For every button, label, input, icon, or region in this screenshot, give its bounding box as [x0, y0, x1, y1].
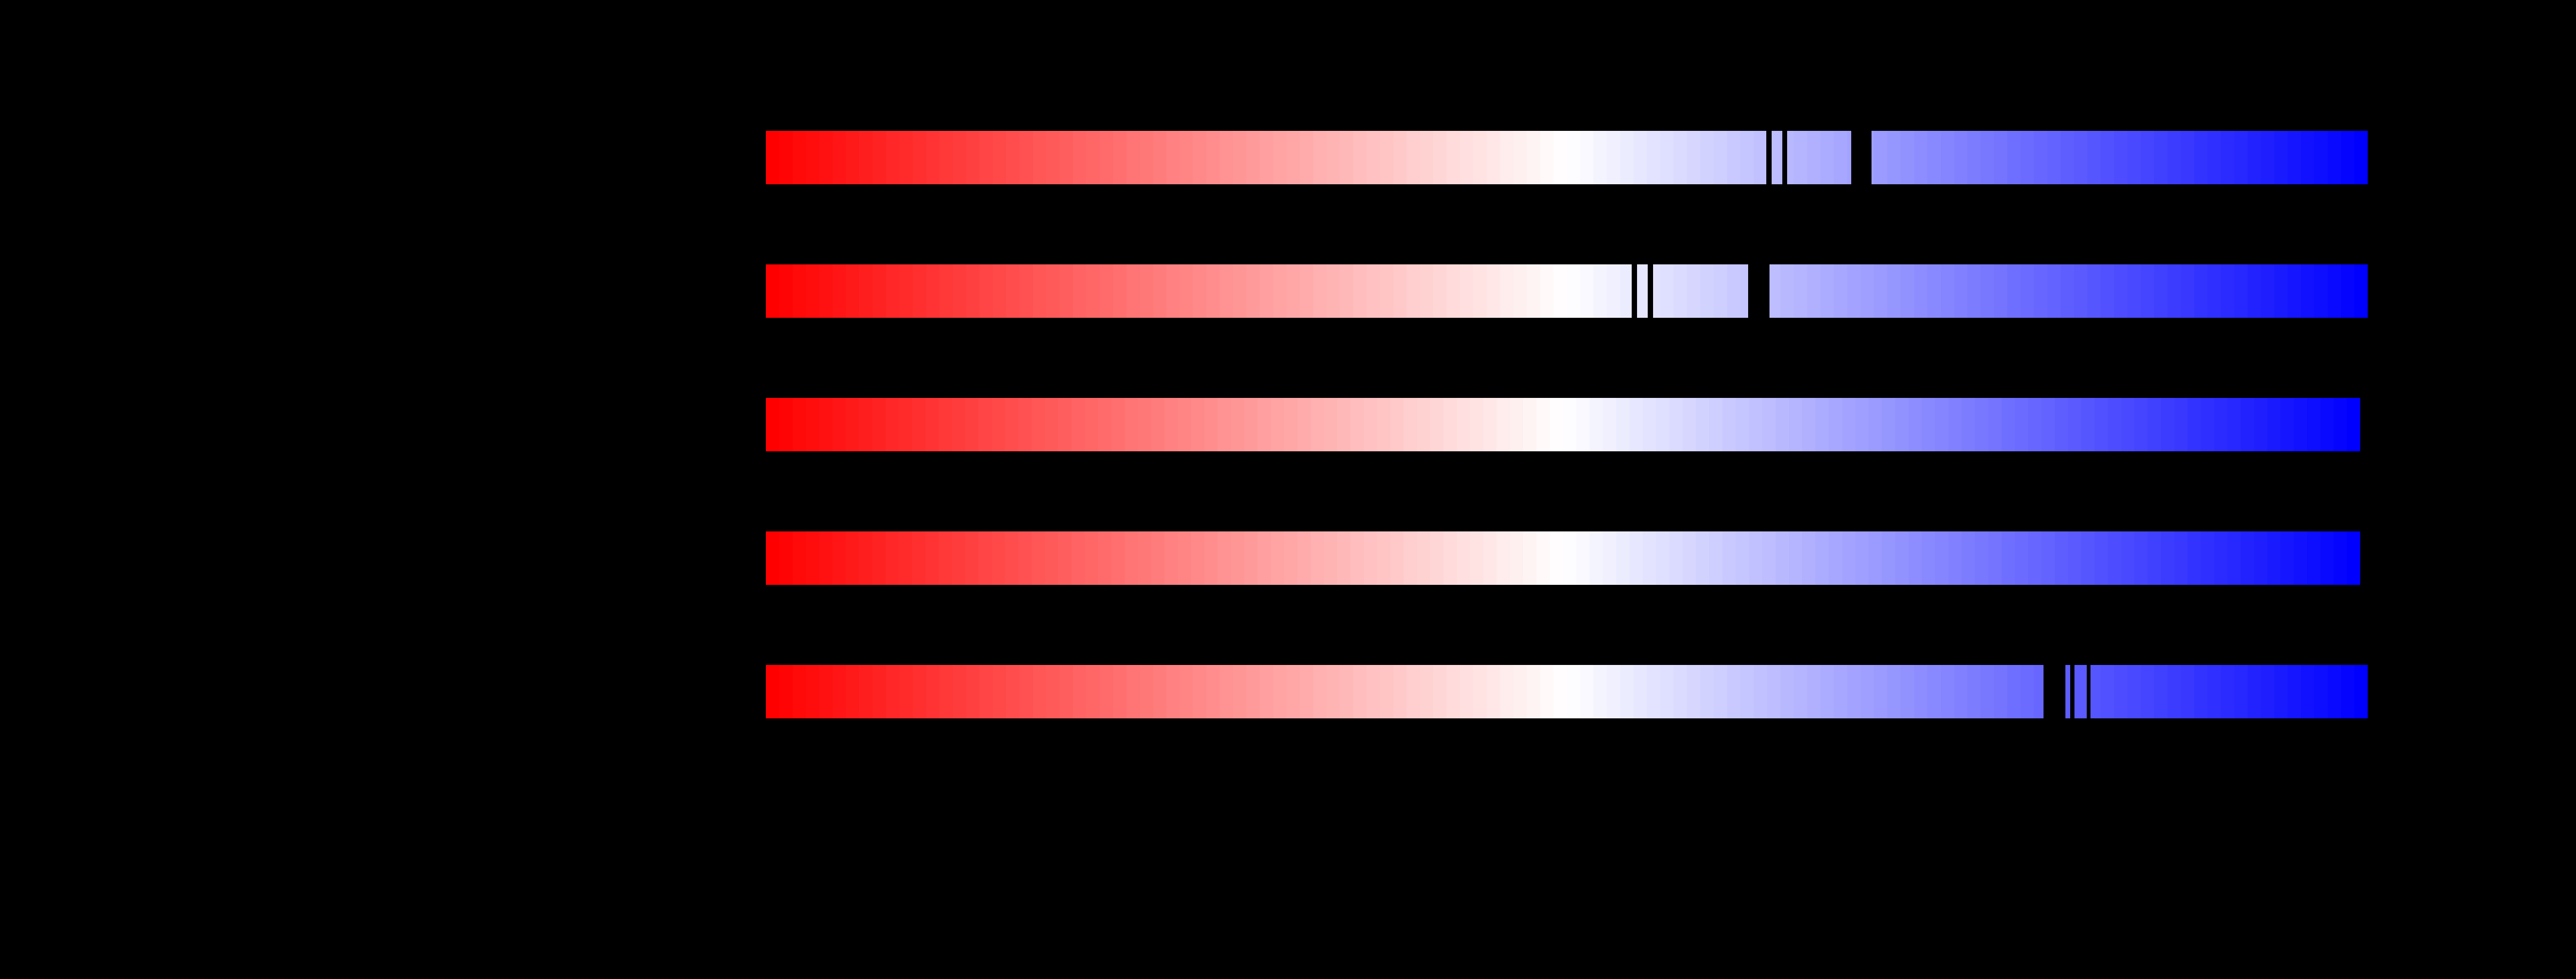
colorbar-segment-1-2 — [1653, 264, 1748, 318]
colorbar-segment-1-3 — [1769, 264, 2368, 318]
colorbar-gradient — [2090, 665, 2368, 718]
colorbar-segment-0-3 — [1872, 131, 2368, 184]
colorbar-gradient — [766, 665, 2043, 718]
colorbar-gradient — [1769, 264, 2368, 318]
colorbar-gradient — [1787, 131, 1851, 184]
colorbar-gradient — [766, 131, 1766, 184]
colorbar-segment-4-0 — [766, 665, 2043, 718]
colorbar-gradient — [1653, 264, 1748, 318]
colorbar-segment-0-2 — [1787, 131, 1851, 184]
colorbar-gradient — [2074, 665, 2087, 718]
colorbar-gradient — [1637, 264, 1648, 318]
colorbar-segment-1-0 — [766, 264, 1632, 318]
colorbar-segment-0-1 — [1772, 131, 1782, 184]
colorbar-gradient — [2065, 665, 2070, 718]
colorbar-row-2 — [766, 398, 2360, 451]
colorbar-segment-1-1 — [1637, 264, 1648, 318]
colorbar-row-4 — [766, 665, 2368, 718]
colorbar-segment-4-1 — [2065, 665, 2070, 718]
colorbar-gradient — [766, 398, 2360, 451]
colorbar-segment-4-3 — [2090, 665, 2368, 718]
colorbar-gradient — [1772, 131, 1782, 184]
colorbar-row-1 — [766, 264, 2368, 318]
colorbar-row-0 — [766, 131, 2368, 184]
colorbar-gradient — [766, 264, 1632, 318]
colorbar-segment-4-2 — [2074, 665, 2087, 718]
colorbar-gradient — [1872, 131, 2368, 184]
colorbar-row-3 — [766, 531, 2360, 585]
colorbar-segment-3-0 — [766, 531, 2360, 585]
colorbar-segment-2-0 — [766, 398, 2360, 451]
colorbar-gradient — [766, 531, 2360, 585]
colorbar-segment-0-0 — [766, 131, 1766, 184]
